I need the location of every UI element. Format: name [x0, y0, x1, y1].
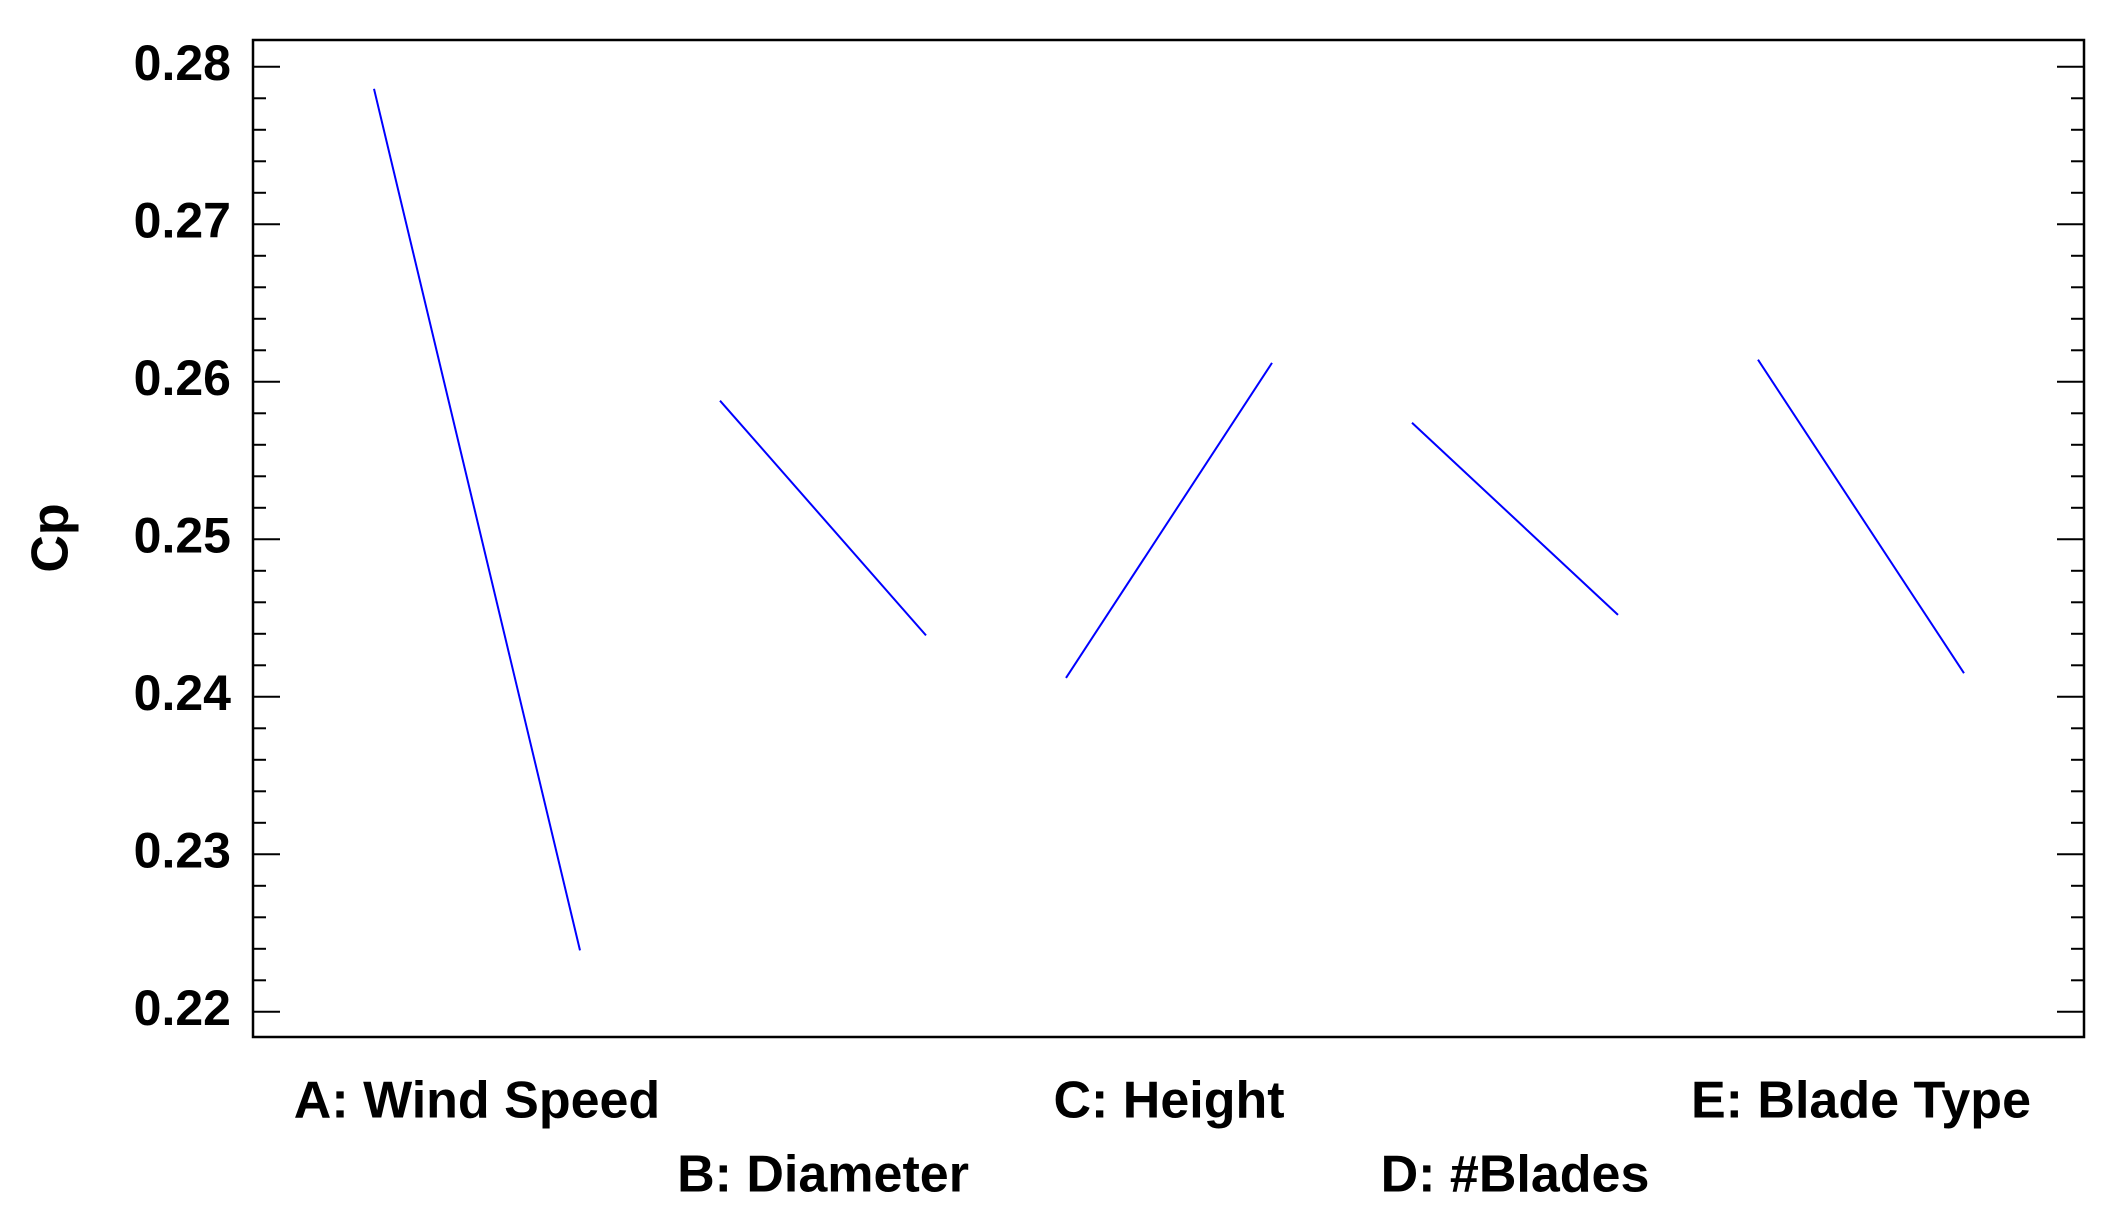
factor-label: A: Wind Speed	[294, 1072, 660, 1130]
effect-line	[1065, 362, 1273, 679]
y-tick-label: 0.25	[134, 507, 231, 563]
factor-label: E: Blade Type	[1691, 1072, 2031, 1130]
factor-label: B: Diameter	[677, 1146, 969, 1204]
effect-line	[373, 88, 581, 951]
effect-line	[1757, 359, 1965, 674]
factor-label: C: Height	[1053, 1072, 1284, 1130]
plot-frame	[251, 38, 2086, 1039]
effect-line	[1411, 422, 1619, 616]
y-tick-label: 0.27	[134, 192, 231, 248]
y-tick-label: 0.24	[134, 665, 232, 721]
effect-line	[719, 400, 927, 637]
y-tick-label: 0.22	[134, 980, 231, 1036]
factor-label: D: #Blades	[1381, 1146, 1650, 1204]
y-tick-label: 0.28	[134, 35, 231, 91]
y-tick-label: 0.26	[134, 350, 231, 406]
y-tick-label: 0.23	[134, 822, 231, 878]
y-axis-label: Cp	[22, 503, 80, 572]
